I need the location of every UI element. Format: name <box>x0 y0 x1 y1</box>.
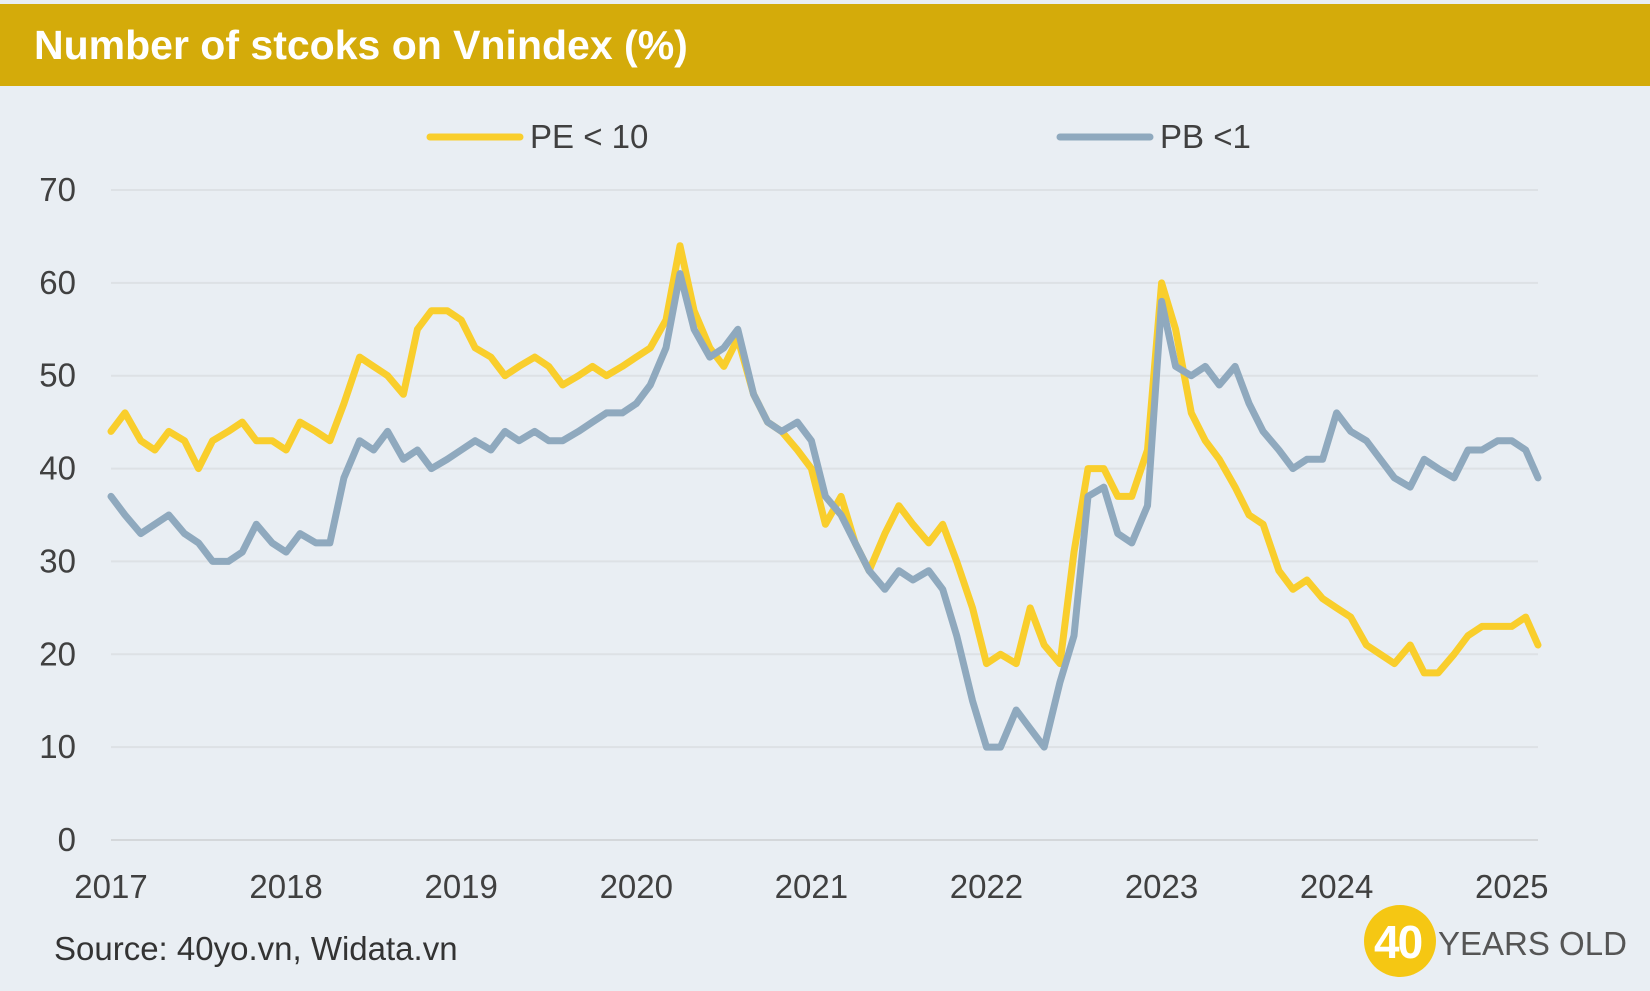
chart-title: Number of stcoks on Vnindex (%) <box>34 22 688 68</box>
title-bar: Number of stcoks on Vnindex (%) <box>0 4 1650 86</box>
y-tick-label: 20 <box>39 635 76 672</box>
x-tick-label: 2022 <box>950 868 1023 905</box>
y-axis-ticks: 0 10 20 30 40 50 60 70 <box>39 171 76 858</box>
legend: PE < 10 PB <1 <box>426 118 1251 155</box>
y-tick-label: 60 <box>39 264 76 301</box>
x-axis-ticks: 2017 2018 2019 2020 2021 2022 2023 2024 2025 <box>74 868 1548 905</box>
legend-label: PE < 10 <box>530 118 648 155</box>
x-tick-label: 2024 <box>1300 868 1373 905</box>
logo-circle <box>1364 905 1436 977</box>
x-tick-label: 2019 <box>424 868 497 905</box>
x-tick-label: 2018 <box>249 868 322 905</box>
logo-text: YEARS OLD <box>1438 925 1627 962</box>
y-tick-label: 30 <box>39 542 76 579</box>
source-note: Source: 40yo.vn, Widata.vn <box>54 930 458 967</box>
y-tick-label: 40 <box>39 450 76 487</box>
x-tick-label: 2025 <box>1475 868 1548 905</box>
series-lines <box>107 242 1542 751</box>
x-tick-label: 2023 <box>1125 868 1198 905</box>
series-line-pe <box>107 242 1542 677</box>
legend-label: PB <1 <box>1160 118 1251 155</box>
x-tick-label: 2020 <box>600 868 673 905</box>
series-line-pb <box>107 270 1542 751</box>
y-tick-label: 50 <box>39 357 76 394</box>
y-tick-label: 10 <box>39 728 76 765</box>
logo-number: 40 <box>1374 916 1423 968</box>
x-tick-label: 2021 <box>775 868 848 905</box>
brand-logo: 40 YEARS OLD <box>1364 905 1644 981</box>
y-tick-label: 70 <box>39 171 76 208</box>
x-tick-label: 2017 <box>74 868 147 905</box>
y-tick-label: 0 <box>58 821 76 858</box>
